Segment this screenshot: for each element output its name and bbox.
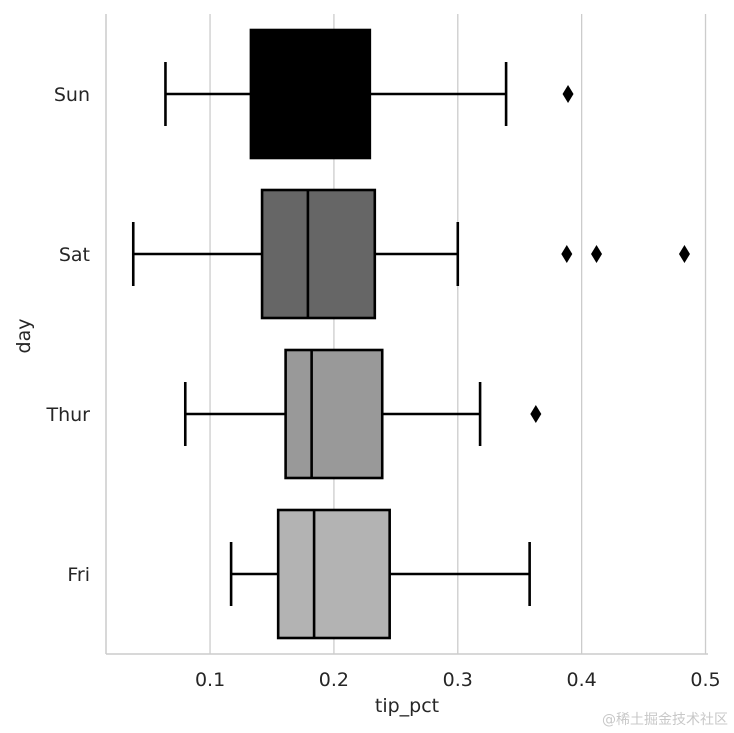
x-tick-label: 0.5 (690, 669, 720, 691)
y-tick-label: Sat (59, 244, 90, 266)
axes (105, 14, 708, 655)
flier-point (678, 245, 690, 263)
box-group (183, 348, 542, 480)
flier-point (562, 85, 574, 103)
box-group (164, 28, 574, 160)
y-axis-title: day (13, 319, 35, 354)
flier-point (591, 245, 603, 263)
y-tick-label: Fri (67, 564, 90, 586)
y-tick-label: Sun (54, 84, 90, 106)
x-axis-title: tip_pct (375, 695, 439, 717)
tick-labels: 0.1 0.2 0.3 0.4 0.5 Sun Sat Thur Fri (45, 84, 720, 691)
boxes (131, 28, 690, 640)
box-group (131, 188, 690, 320)
flier-point (530, 405, 542, 423)
box-iqr (276, 508, 391, 640)
x-tick-label: 0.1 (195, 669, 225, 691)
flier-point (561, 245, 573, 263)
x-tick-label: 0.4 (567, 669, 597, 691)
box-iqr (249, 28, 372, 160)
box-group (229, 508, 531, 640)
watermark: @稀土掘金技术社区 (602, 712, 728, 728)
box-iqr (260, 188, 377, 320)
y-tick-label: Thur (45, 404, 90, 426)
box-iqr (284, 348, 384, 480)
x-tick-label: 0.2 (319, 669, 349, 691)
x-tick-label: 0.3 (443, 669, 473, 691)
